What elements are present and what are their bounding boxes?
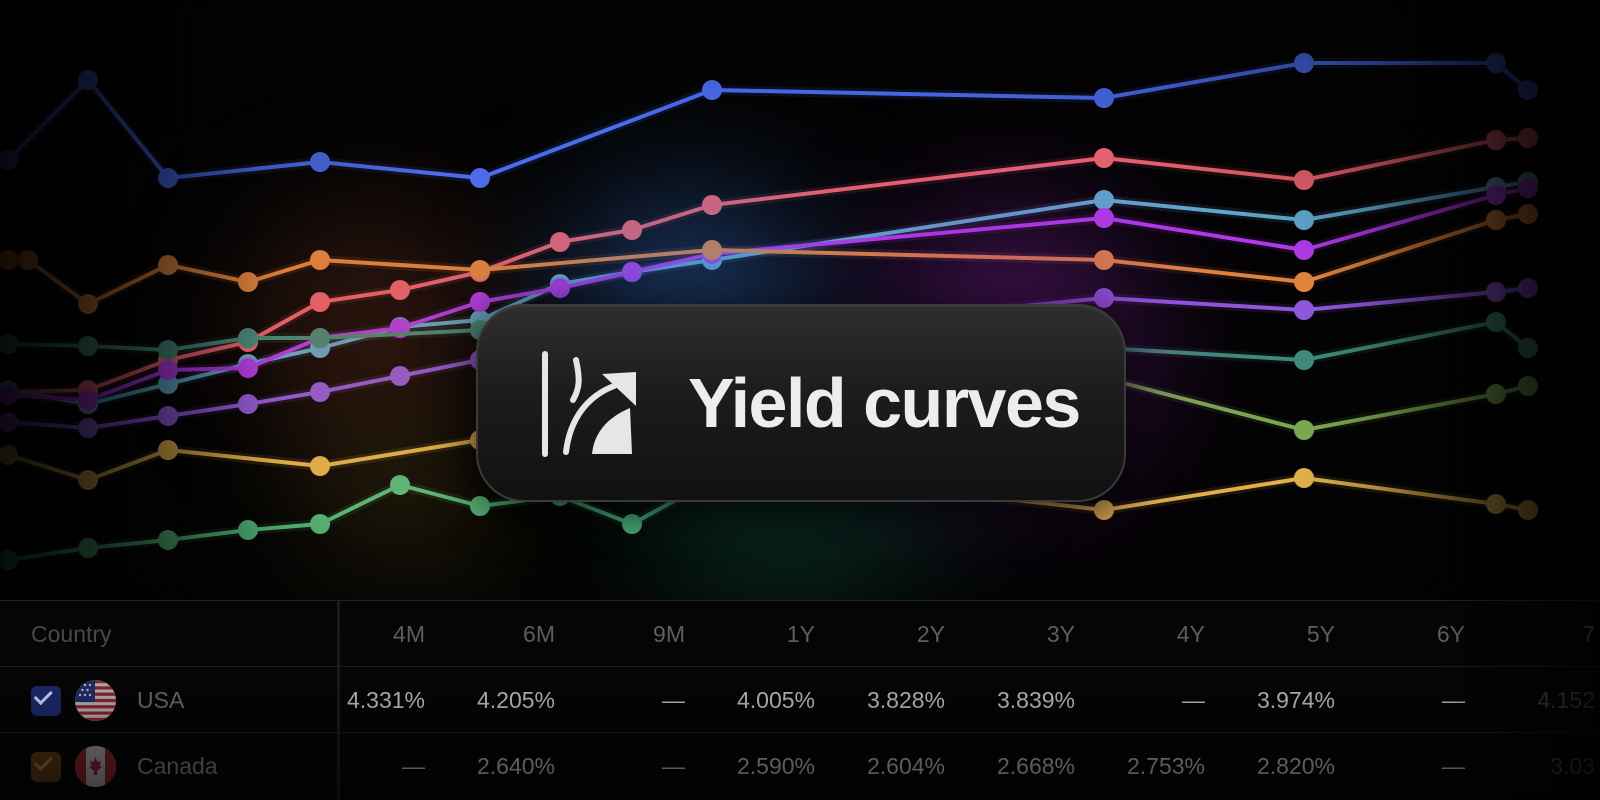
yield-curves-chart: [0, 0, 1600, 600]
yield-value: 4.205%: [476, 687, 555, 713]
yield-value: 4.005%: [736, 687, 815, 713]
country-name: Canada: [137, 753, 218, 779]
yield-value: —: [662, 753, 685, 779]
column-header[interactable]: 4M: [393, 621, 425, 647]
us-flag-icon: [75, 680, 116, 721]
column-header[interactable]: 4Y: [1176, 621, 1205, 647]
table-header-row: Country 4M 6M 9M 1Y 2Y 3Y 4Y 5Y 6Y 7: [0, 600, 1600, 667]
yield-value: 3.03: [1550, 753, 1595, 779]
yield-curve-icon: [542, 351, 636, 457]
canada-flag-icon: [75, 746, 116, 787]
checkmark-icon: [33, 685, 53, 706]
row-checkbox[interactable]: [31, 685, 61, 716]
yield-value: 2.604%: [866, 753, 945, 779]
column-header[interactable]: 2Y: [916, 621, 945, 647]
yield-value: 3.828%: [866, 687, 945, 713]
column-header[interactable]: 7: [1582, 621, 1595, 647]
yield-curves-badge: Yield curves: [476, 304, 1126, 502]
edge-fade: [0, 0, 1600, 600]
yield-value: 2.640%: [476, 753, 555, 779]
yield-value: —: [1182, 687, 1205, 713]
yield-value: 3.974%: [1256, 687, 1335, 713]
row-checkbox[interactable]: [31, 751, 61, 782]
country-column-header[interactable]: Country: [31, 621, 112, 647]
yield-value: 3.839%: [996, 687, 1075, 713]
badge-title: Yield curves: [688, 364, 1081, 442]
table-row[interactable]: Canada — 2.640% — 2.590% 2.604% 2.668% 2.753% 2…: [0, 732, 1600, 799]
yield-value: —: [1442, 753, 1465, 779]
yield-value: —: [402, 753, 425, 779]
column-header[interactable]: 3Y: [1046, 621, 1075, 647]
column-header[interactable]: 5Y: [1306, 621, 1335, 647]
yield-value: 4.152: [1537, 687, 1595, 713]
column-header[interactable]: 6Y: [1436, 621, 1465, 647]
checkmark-icon: [33, 751, 53, 772]
yield-value: 2.753%: [1126, 753, 1205, 779]
column-header[interactable]: 1Y: [786, 621, 815, 647]
yield-value: 4.331%: [346, 687, 425, 713]
column-header[interactable]: 6M: [523, 621, 555, 647]
yield-value: —: [662, 687, 685, 713]
yield-table: Country 4M 6M 9M 1Y 2Y 3Y 4Y 5Y 6Y 7: [0, 600, 1600, 800]
country-name: USA: [137, 687, 185, 713]
yield-value: 2.668%: [996, 753, 1075, 779]
yield-value: 2.590%: [736, 753, 815, 779]
yield-value: 2.820%: [1256, 753, 1335, 779]
table-row[interactable]: USA 4.331% 4.205% — 4.005% 3.828% 3.839% — 3.97…: [0, 666, 1600, 733]
yield-value: —: [1442, 687, 1465, 713]
column-header[interactable]: 9M: [653, 621, 685, 647]
